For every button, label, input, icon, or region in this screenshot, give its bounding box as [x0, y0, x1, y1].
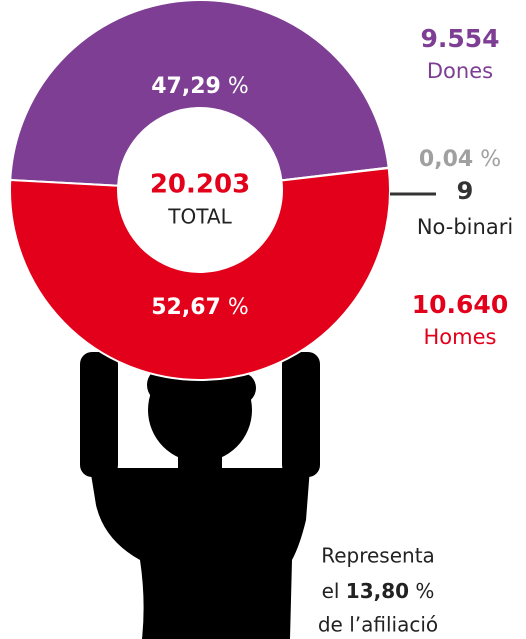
annotation-value: 13,80: [346, 579, 409, 603]
annotation: el 13,80 %: [322, 579, 435, 603]
category: Homes: [424, 325, 497, 349]
slice: [9, 0, 390, 187]
unit: %: [228, 295, 249, 320]
silhouette: [80, 348, 320, 639]
annotation-text: el: [322, 579, 340, 603]
count: 10.640: [412, 290, 508, 319]
annotation: Representa: [321, 544, 435, 568]
count: 9: [457, 177, 474, 205]
donut: [9, 0, 391, 382]
count: 9.554: [420, 24, 499, 53]
total-caption: TOTAL: [167, 205, 232, 229]
value-label: 0,04: [419, 147, 473, 172]
value-label: 47,29: [151, 74, 221, 99]
annotation: de l’afiliació: [318, 613, 438, 637]
category: No-binari: [417, 215, 513, 239]
unit: %: [415, 579, 434, 603]
total: 20.203: [150, 170, 250, 200]
unit: %: [228, 74, 249, 99]
slice-label: 52,67 %: [151, 295, 249, 320]
unit: %: [480, 147, 501, 172]
value-label: 52,67: [151, 295, 221, 320]
slice-label: 47,29 %: [151, 74, 249, 99]
slice-label: 0,04 %: [419, 147, 501, 172]
slice: [9, 167, 391, 382]
category: Dones: [427, 59, 493, 83]
